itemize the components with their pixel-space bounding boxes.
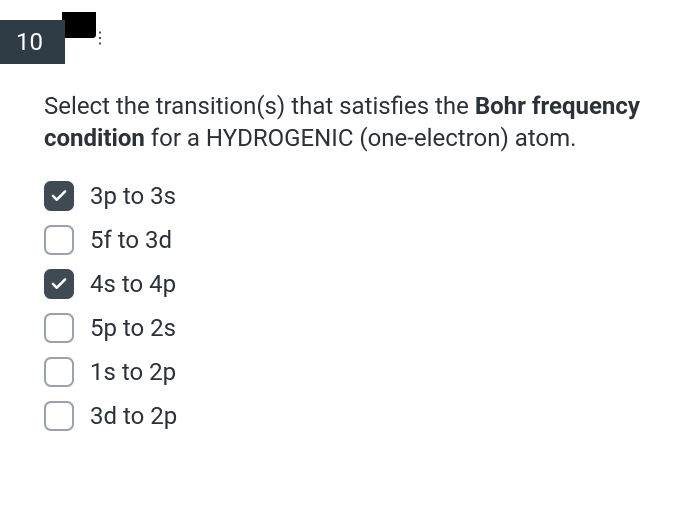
option-label-0: 3p to 3s bbox=[90, 182, 176, 210]
check-icon bbox=[50, 275, 68, 293]
option-checkbox-0[interactable] bbox=[44, 181, 74, 211]
option-checkbox-1[interactable] bbox=[44, 225, 74, 255]
option-row-4[interactable]: 1s to 2p bbox=[44, 357, 644, 387]
option-checkbox-3[interactable] bbox=[44, 313, 74, 343]
options-list: 3p to 3s 5f to 3d 4s to 4p 5p to 2s 1s to 2p… bbox=[44, 181, 644, 431]
option-label-2: 4s to 4p bbox=[90, 270, 176, 298]
option-label-4: 1s to 2p bbox=[90, 358, 176, 386]
check-icon bbox=[50, 187, 68, 205]
option-row-5[interactable]: 3d to 2p bbox=[44, 401, 644, 431]
option-checkbox-2[interactable] bbox=[44, 269, 74, 299]
question-content: Select the transition(s) that satisfies … bbox=[44, 90, 644, 445]
option-label-3: 5p to 2s bbox=[90, 314, 176, 342]
option-row-2[interactable]: 4s to 4p bbox=[44, 269, 644, 299]
option-checkbox-4[interactable] bbox=[44, 357, 74, 387]
bookmark-tab[interactable] bbox=[62, 12, 96, 38]
question-number: 10 bbox=[16, 28, 43, 56]
option-label-5: 3d to 2p bbox=[90, 402, 177, 430]
question-text: Select the transition(s) that satisfies … bbox=[44, 90, 644, 155]
option-label-1: 5f to 3d bbox=[90, 226, 172, 254]
option-row-1[interactable]: 5f to 3d bbox=[44, 225, 644, 255]
drag-handle-icon: ⋮ bbox=[92, 30, 108, 46]
option-row-0[interactable]: 3p to 3s bbox=[44, 181, 644, 211]
option-row-3[interactable]: 5p to 2s bbox=[44, 313, 644, 343]
question-number-badge: 10 bbox=[0, 20, 65, 64]
option-checkbox-5[interactable] bbox=[44, 401, 74, 431]
